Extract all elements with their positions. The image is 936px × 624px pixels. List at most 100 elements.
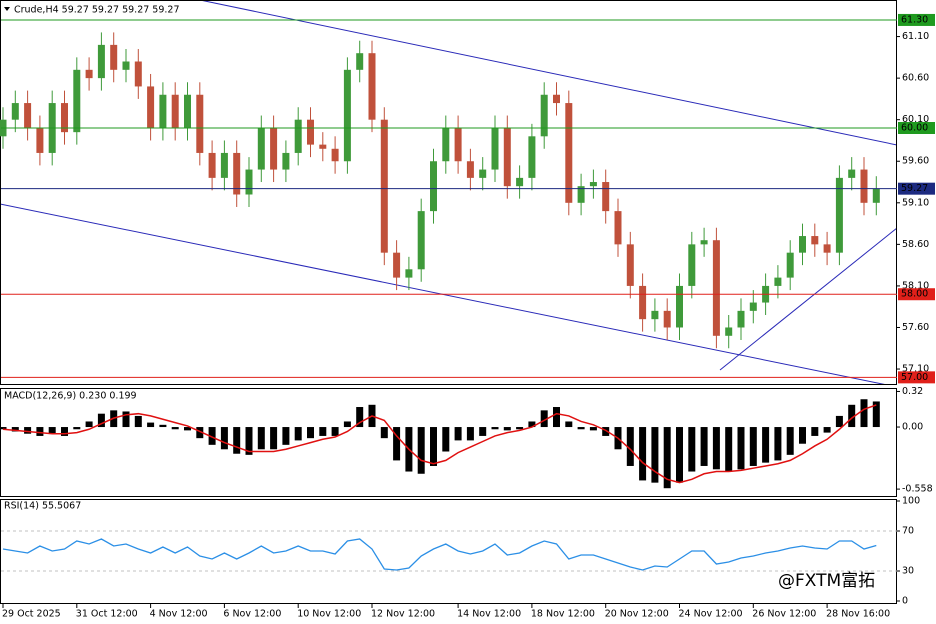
x-tick-label: 10 Nov 12:00	[297, 609, 361, 620]
candle-body	[442, 128, 450, 162]
x-tick-label: 12 Nov 12:00	[371, 609, 435, 620]
macd-bar	[307, 427, 314, 439]
macd-bar	[134, 415, 142, 428]
macd-bar	[36, 427, 44, 436]
macd-bar	[577, 427, 585, 430]
level-label-box	[898, 13, 935, 26]
macd-bar	[159, 424, 167, 428]
macd-bar	[700, 427, 708, 466]
candle-body	[159, 94, 167, 128]
menu-arrow[interactable]	[4, 7, 10, 11]
candle-body	[491, 128, 499, 170]
level-label-box	[898, 182, 935, 195]
candle-body	[725, 327, 733, 336]
macd-bar	[503, 427, 511, 431]
candle-body	[184, 94, 191, 128]
channel-lower	[0, 203, 885, 384]
y-tick-label: 100	[902, 496, 920, 507]
x-tick-label: 28 Nov 16:00	[826, 609, 890, 620]
macd-bar	[540, 410, 548, 428]
candle-body	[85, 69, 93, 79]
trendlines	[0, 0, 897, 384]
candle-body	[602, 182, 610, 212]
candle-body	[282, 152, 290, 170]
y-tick-label: 57.10	[902, 364, 929, 375]
main-panel-border	[0, 0, 897, 385]
candle-body	[872, 188, 880, 203]
candle-body	[700, 240, 708, 245]
macd-bar	[73, 427, 81, 430]
macd-bar	[835, 415, 843, 428]
macd-bar	[270, 427, 278, 450]
macd-bar	[171, 427, 179, 430]
candle-body	[479, 169, 487, 178]
candle-body	[294, 119, 302, 153]
level-label: 57.00	[901, 372, 928, 383]
y-tick-label: 58.60	[902, 239, 929, 250]
macd-bar	[61, 427, 68, 436]
candle-body	[97, 44, 105, 79]
macd-bar	[651, 427, 659, 483]
candle-body	[257, 128, 265, 170]
macd-title: MACD(12,26,9) 0.230 0.199	[4, 391, 137, 402]
y-tick-label: 60.10	[902, 114, 929, 125]
macd-bar	[639, 427, 647, 481]
candle-body	[196, 94, 204, 153]
candle-body	[516, 177, 524, 187]
macd-bar	[872, 401, 880, 428]
candle-body	[528, 136, 536, 178]
macd-bar	[676, 427, 683, 483]
candle-body	[589, 182, 597, 187]
x-tick-label: 6 Nov 12:00	[223, 609, 281, 620]
macd-bar	[380, 427, 388, 439]
macd-bar	[0, 427, 7, 430]
macd-bar	[725, 427, 733, 472]
macd-bar	[491, 427, 499, 430]
macd-bar	[48, 427, 56, 434]
macd-bar	[848, 404, 856, 428]
support-line	[719, 227, 897, 371]
macd-bar	[860, 399, 868, 428]
candle-body	[11, 103, 19, 120]
macd-bar	[430, 427, 437, 466]
macd-bar	[233, 427, 241, 454]
watermark: @FXTM富拓	[778, 571, 875, 591]
y-tick-label: 70	[902, 526, 914, 537]
candle-body	[823, 244, 831, 253]
signal-line	[2, 404, 877, 484]
candle-body	[774, 277, 782, 286]
rsi-title: RSI(14) 55.5067	[4, 501, 81, 512]
candle-body	[676, 285, 683, 328]
candle-body	[799, 236, 806, 253]
candle-body	[147, 86, 155, 128]
candle-body	[749, 302, 757, 311]
macd-bar	[245, 427, 253, 455]
macd-bar	[393, 427, 401, 461]
macd-bar	[417, 427, 425, 474]
rsi-panel-border	[0, 499, 897, 604]
candle-body	[393, 252, 401, 278]
candle-body	[122, 61, 130, 70]
main-title: Crude,H4 59.27 59.27 59.27 59.27	[14, 5, 180, 16]
candle-body	[786, 252, 794, 278]
candle-body	[835, 177, 843, 253]
candle-body	[454, 128, 462, 162]
x-tick-label: 4 Nov 12:00	[150, 609, 208, 620]
candle-body	[220, 152, 228, 178]
macd-bar	[220, 427, 228, 450]
y-tick-label: 0.00	[902, 422, 923, 433]
level-label: 59.27	[901, 183, 928, 194]
y-tick-label: -0.558	[902, 484, 933, 495]
macd-bar	[528, 421, 536, 428]
level-label: 58.00	[901, 289, 928, 300]
macd-bar	[466, 427, 474, 441]
macd-bar	[184, 427, 191, 431]
macd-bar	[516, 427, 524, 430]
candle-body	[712, 240, 720, 336]
macd-bar	[319, 427, 327, 436]
level-label: 60.00	[901, 123, 928, 134]
macd-bar	[356, 407, 364, 428]
candle-body	[307, 119, 314, 145]
candle-body	[860, 169, 868, 203]
